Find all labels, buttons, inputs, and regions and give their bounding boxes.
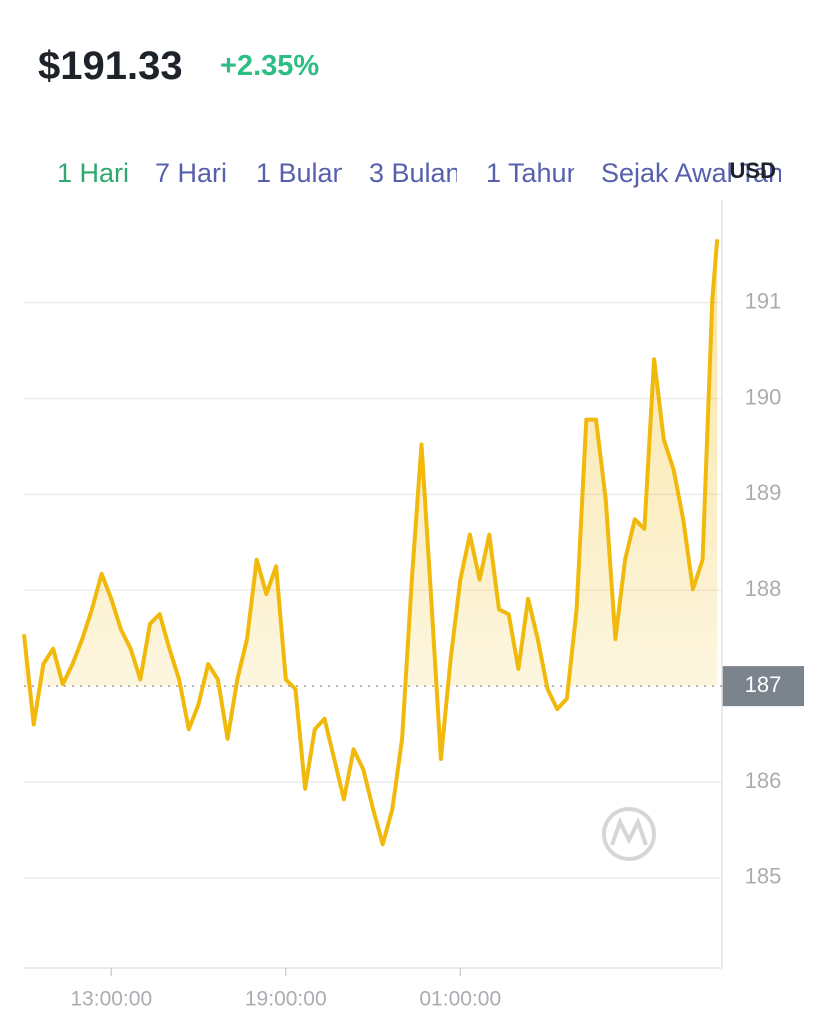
tab[interactable]: 1 Tahun — [486, 158, 574, 188]
y-tick-label: 188 — [745, 576, 782, 601]
x-tick-label: 01:00:00 — [419, 988, 501, 1011]
tab[interactable]: Sejak Awal Tahun — [601, 158, 781, 188]
watermark — [602, 807, 656, 861]
y-tick-label: 190 — [745, 384, 782, 409]
y-tick-label: 187 — [745, 672, 782, 697]
tab[interactable]: 1 Bulan — [256, 158, 342, 188]
unit-label: USD — [730, 158, 776, 183]
tab[interactable]: 3 Bulan — [369, 158, 457, 188]
tab[interactable]: 7 Hari — [155, 158, 227, 188]
baseline-tag — [722, 666, 804, 707]
price-change: +2.35% — [220, 50, 320, 82]
tab[interactable]: 1 Hari — [57, 158, 129, 188]
price: $191.33 — [38, 44, 183, 88]
y-tick-label: 185 — [745, 864, 782, 889]
x-tick-label: 19:00:00 — [245, 988, 327, 1011]
y-tick-label: 191 — [745, 288, 782, 313]
price-line — [22, 239, 720, 847]
area — [24, 239, 718, 687]
y-tick-label: 186 — [745, 768, 782, 793]
x-tick-label: 13:00:00 — [70, 988, 152, 1011]
y-tick-label: 189 — [745, 480, 782, 505]
